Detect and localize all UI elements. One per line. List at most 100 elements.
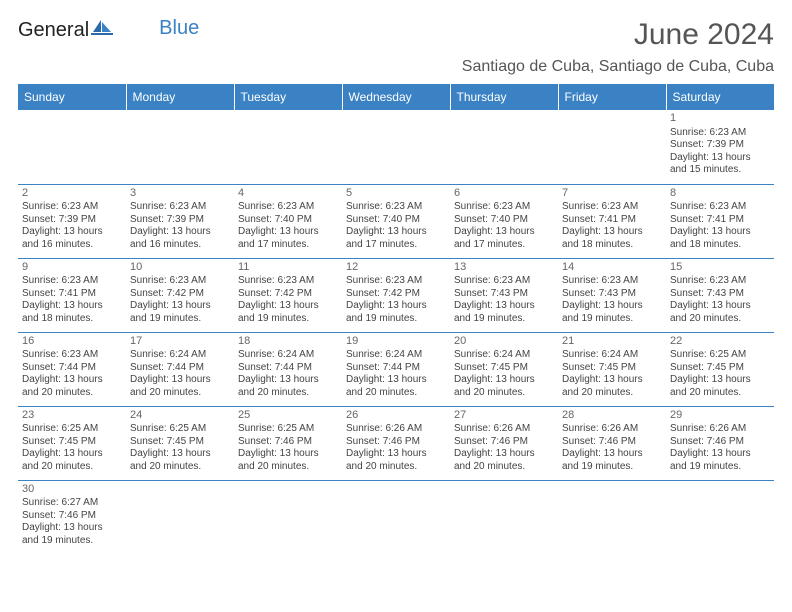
daylight-line-2: and 16 minutes.	[22, 239, 122, 252]
sunset-line: Sunset: 7:39 PM	[670, 139, 770, 152]
daylight-line-2: and 19 minutes.	[562, 461, 662, 474]
daylight-line-1: Daylight: 13 hours	[670, 300, 770, 313]
calendar-body: 1Sunrise: 6:23 AMSunset: 7:39 PMDaylight…	[18, 110, 774, 554]
calendar-cell: 2Sunrise: 6:23 AMSunset: 7:39 PMDaylight…	[18, 184, 126, 258]
sunrise-line: Sunrise: 6:26 AM	[670, 423, 770, 436]
calendar-row: 23Sunrise: 6:25 AMSunset: 7:45 PMDayligh…	[18, 406, 774, 480]
sunrise-line: Sunrise: 6:23 AM	[22, 275, 122, 288]
sunset-line: Sunset: 7:46 PM	[22, 510, 122, 523]
sunrise-line: Sunrise: 6:26 AM	[562, 423, 662, 436]
daylight-line-2: and 19 minutes.	[670, 461, 770, 474]
daylight-line-1: Daylight: 13 hours	[22, 448, 122, 461]
daylight-line-1: Daylight: 13 hours	[22, 522, 122, 535]
day-number: 28	[562, 409, 662, 423]
sunrise-line: Sunrise: 6:26 AM	[346, 423, 446, 436]
sunrise-line: Sunrise: 6:26 AM	[454, 423, 554, 436]
calendar-head: SundayMondayTuesdayWednesdayThursdayFrid…	[18, 84, 774, 110]
sunrise-line: Sunrise: 6:27 AM	[22, 497, 122, 510]
calendar-cell: 18Sunrise: 6:24 AMSunset: 7:44 PMDayligh…	[234, 332, 342, 406]
daylight-line-2: and 19 minutes.	[238, 313, 338, 326]
calendar-cell: 21Sunrise: 6:24 AMSunset: 7:45 PMDayligh…	[558, 332, 666, 406]
daylight-line-1: Daylight: 13 hours	[562, 300, 662, 313]
calendar-cell: 26Sunrise: 6:26 AMSunset: 7:46 PMDayligh…	[342, 406, 450, 480]
sunrise-line: Sunrise: 6:23 AM	[670, 275, 770, 288]
sunrise-line: Sunrise: 6:23 AM	[562, 275, 662, 288]
sunset-line: Sunset: 7:41 PM	[670, 214, 770, 227]
daylight-line-2: and 17 minutes.	[346, 239, 446, 252]
day-header: Tuesday	[234, 84, 342, 110]
calendar-cell: 4Sunrise: 6:23 AMSunset: 7:40 PMDaylight…	[234, 184, 342, 258]
day-number: 22	[670, 335, 770, 349]
calendar-cell: 8Sunrise: 6:23 AMSunset: 7:41 PMDaylight…	[666, 184, 774, 258]
daylight-line-2: and 19 minutes.	[22, 535, 122, 548]
daylight-line-2: and 18 minutes.	[22, 313, 122, 326]
daylight-line-2: and 15 minutes.	[670, 164, 770, 177]
sunrise-line: Sunrise: 6:23 AM	[22, 201, 122, 214]
daylight-line-2: and 20 minutes.	[346, 461, 446, 474]
day-header: Sunday	[18, 84, 126, 110]
sunrise-line: Sunrise: 6:23 AM	[670, 201, 770, 214]
sunrise-line: Sunrise: 6:24 AM	[130, 349, 230, 362]
daylight-line-1: Daylight: 13 hours	[562, 374, 662, 387]
daylight-line-2: and 20 minutes.	[22, 461, 122, 474]
calendar-cell: 14Sunrise: 6:23 AMSunset: 7:43 PMDayligh…	[558, 258, 666, 332]
daylight-line-2: and 20 minutes.	[238, 461, 338, 474]
calendar-cell: 28Sunrise: 6:26 AMSunset: 7:46 PMDayligh…	[558, 406, 666, 480]
sunset-line: Sunset: 7:44 PM	[238, 362, 338, 375]
sunset-line: Sunset: 7:42 PM	[346, 288, 446, 301]
sunset-line: Sunset: 7:46 PM	[454, 436, 554, 449]
daylight-line-1: Daylight: 13 hours	[346, 448, 446, 461]
calendar-cell: 5Sunrise: 6:23 AMSunset: 7:40 PMDaylight…	[342, 184, 450, 258]
day-number: 10	[130, 261, 230, 275]
daylight-line-1: Daylight: 13 hours	[670, 374, 770, 387]
calendar-cell: 24Sunrise: 6:25 AMSunset: 7:45 PMDayligh…	[126, 406, 234, 480]
day-header: Friday	[558, 84, 666, 110]
daylight-line-1: Daylight: 13 hours	[454, 226, 554, 239]
day-number: 9	[22, 261, 122, 275]
sunset-line: Sunset: 7:44 PM	[22, 362, 122, 375]
daylight-line-1: Daylight: 13 hours	[238, 300, 338, 313]
sunset-line: Sunset: 7:45 PM	[454, 362, 554, 375]
daylight-line-2: and 20 minutes.	[130, 461, 230, 474]
calendar-cell: 11Sunrise: 6:23 AMSunset: 7:42 PMDayligh…	[234, 258, 342, 332]
day-number: 29	[670, 409, 770, 423]
calendar-cell-empty	[126, 480, 234, 554]
daylight-line-2: and 19 minutes.	[130, 313, 230, 326]
day-number: 5	[346, 187, 446, 201]
day-number: 26	[346, 409, 446, 423]
sunrise-line: Sunrise: 6:23 AM	[562, 201, 662, 214]
calendar-cell: 17Sunrise: 6:24 AMSunset: 7:44 PMDayligh…	[126, 332, 234, 406]
day-number: 20	[454, 335, 554, 349]
daylight-line-1: Daylight: 13 hours	[454, 300, 554, 313]
daylight-line-2: and 20 minutes.	[238, 387, 338, 400]
day-number: 6	[454, 187, 554, 201]
daylight-line-2: and 17 minutes.	[238, 239, 338, 252]
daylight-line-1: Daylight: 13 hours	[238, 448, 338, 461]
calendar-cell-empty	[342, 480, 450, 554]
sunset-line: Sunset: 7:42 PM	[238, 288, 338, 301]
daylight-line-1: Daylight: 13 hours	[346, 300, 446, 313]
calendar-cell: 15Sunrise: 6:23 AMSunset: 7:43 PMDayligh…	[666, 258, 774, 332]
sunset-line: Sunset: 7:40 PM	[346, 214, 446, 227]
calendar-cell: 6Sunrise: 6:23 AMSunset: 7:40 PMDaylight…	[450, 184, 558, 258]
sunrise-line: Sunrise: 6:24 AM	[562, 349, 662, 362]
daylight-line-2: and 20 minutes.	[670, 313, 770, 326]
daylight-line-1: Daylight: 13 hours	[346, 374, 446, 387]
title-block: June 2024 Santiago de Cuba, Santiago de …	[462, 18, 774, 76]
calendar-cell: 29Sunrise: 6:26 AMSunset: 7:46 PMDayligh…	[666, 406, 774, 480]
daylight-line-1: Daylight: 13 hours	[238, 374, 338, 387]
calendar-cell: 3Sunrise: 6:23 AMSunset: 7:39 PMDaylight…	[126, 184, 234, 258]
day-number: 19	[346, 335, 446, 349]
day-header: Monday	[126, 84, 234, 110]
daylight-line-1: Daylight: 13 hours	[670, 226, 770, 239]
sunrise-line: Sunrise: 6:25 AM	[670, 349, 770, 362]
sunrise-line: Sunrise: 6:23 AM	[22, 349, 122, 362]
daylight-line-1: Daylight: 13 hours	[454, 448, 554, 461]
calendar-cell: 1Sunrise: 6:23 AMSunset: 7:39 PMDaylight…	[666, 110, 774, 184]
daylight-line-2: and 20 minutes.	[562, 387, 662, 400]
daylight-line-2: and 20 minutes.	[130, 387, 230, 400]
day-number: 12	[346, 261, 446, 275]
daylight-line-1: Daylight: 13 hours	[22, 374, 122, 387]
calendar-row: 2Sunrise: 6:23 AMSunset: 7:39 PMDaylight…	[18, 184, 774, 258]
calendar-row: 30Sunrise: 6:27 AMSunset: 7:46 PMDayligh…	[18, 480, 774, 554]
